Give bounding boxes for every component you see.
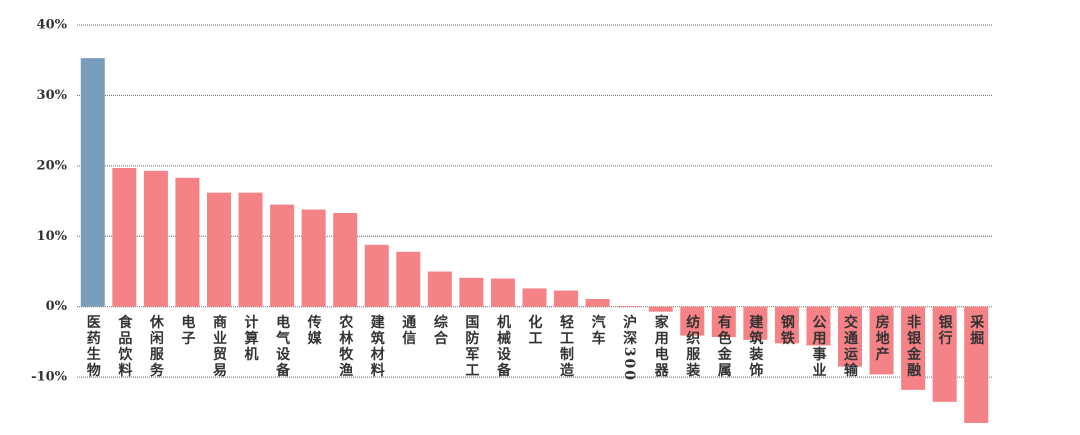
x-tick-label: 化工 — [527, 314, 543, 347]
bar — [333, 213, 358, 307]
bar — [648, 306, 673, 312]
bar — [901, 306, 926, 390]
x-tick-label: 建筑材料 — [369, 314, 385, 379]
y-tick-label: 10% — [37, 229, 68, 244]
x-tick-label: 非银金融 — [905, 314, 922, 379]
x-tick-label: 农林牧渔 — [337, 314, 354, 379]
bar — [522, 288, 547, 307]
bar — [554, 290, 579, 307]
x-tick-label: 交通运输 — [842, 314, 858, 379]
x-tick-label: 银行 — [937, 314, 954, 347]
x-tick-label: 计算机 — [243, 314, 259, 363]
bar — [711, 306, 736, 338]
x-tick-label: 采掘 — [968, 314, 985, 347]
y-tick-label: 40% — [37, 18, 68, 33]
bar — [680, 306, 705, 336]
bar — [774, 306, 799, 344]
x-tick-label: 食品饮料 — [116, 314, 133, 379]
bar — [743, 306, 768, 340]
bar — [964, 306, 989, 423]
bar — [270, 204, 295, 307]
x-tick-label: 房地产 — [874, 314, 890, 363]
bar — [932, 306, 957, 402]
bar — [617, 306, 642, 307]
x-tick-label: 电子 — [179, 314, 195, 347]
y-tick-label: -10% — [31, 370, 67, 385]
x-tick-label: 传媒 — [306, 314, 323, 347]
x-tick-label: 公用事业 — [810, 315, 826, 379]
x-tick-label: 商业贸易 — [211, 314, 227, 379]
bar — [459, 277, 484, 307]
bar — [490, 278, 515, 307]
x-tick-label: 电气设备 — [274, 314, 291, 379]
bar — [301, 209, 326, 307]
x-tick-label: 纺织服装 — [684, 314, 701, 379]
bar — [869, 306, 894, 375]
x-tick-label: 医药生物 — [85, 315, 101, 379]
y-tick-label: 30% — [37, 88, 68, 103]
bar — [143, 170, 168, 307]
bar — [238, 192, 263, 307]
x-tick-label: 国防军工 — [463, 315, 479, 379]
x-tick-label: 汽车 — [590, 314, 606, 347]
x-tick-label: 家用电器 — [653, 314, 670, 379]
y-tick-label: 20% — [37, 158, 68, 173]
x-tick-label: 综合 — [432, 314, 448, 347]
bar — [80, 58, 105, 307]
x-tick-label: 沪深300 — [621, 314, 637, 382]
bar — [364, 244, 389, 307]
bar — [206, 192, 231, 307]
bar — [585, 298, 610, 307]
bar — [427, 271, 452, 307]
bar — [396, 251, 421, 307]
bar — [806, 306, 831, 346]
x-tick-label: 机械设备 — [495, 314, 512, 379]
x-tick-label: 通信 — [400, 315, 416, 347]
x-tick-label: 有色金属 — [716, 314, 733, 379]
bar — [838, 306, 863, 367]
y-tick-label: 0% — [46, 299, 68, 314]
x-tick-label: 休闲服务 — [148, 314, 165, 379]
bar — [112, 167, 137, 307]
x-tick-label: 轻工制造 — [558, 314, 574, 379]
x-tick-label: 建筑装饰 — [747, 314, 764, 379]
bar — [175, 177, 200, 307]
x-tick-label: 钢铁 — [779, 314, 795, 347]
